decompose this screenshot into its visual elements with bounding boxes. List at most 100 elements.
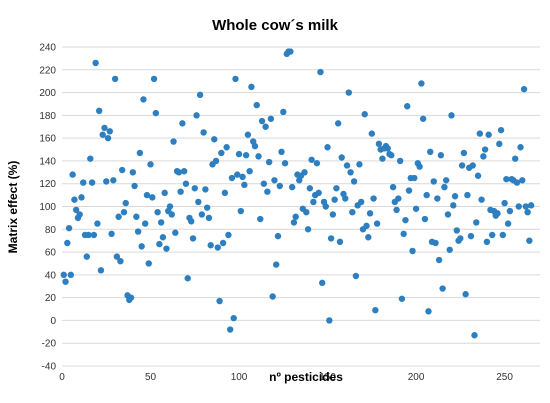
data-point [412,205,420,212]
data-point [276,182,283,190]
data-point [404,103,411,110]
data-point [232,75,239,83]
data-point [409,247,416,255]
data-point [258,117,266,125]
data-point [69,171,76,178]
data-point [310,198,317,206]
data-point [228,174,236,182]
data-point [336,238,344,246]
data-point [80,179,87,186]
data-point [219,239,227,247]
data-point [134,228,142,235]
data-point [398,295,406,302]
data-point [242,152,250,159]
data-point [524,208,531,216]
x-tick-label: 50 [145,372,157,383]
data-point [246,167,253,175]
data-point [304,226,312,233]
data-point [278,148,285,156]
data-point [290,219,298,226]
x-tick-label: 100 [231,372,248,383]
data-point [368,130,376,137]
data-point [441,183,448,191]
data-point [349,208,356,216]
data-point [179,120,186,127]
data-point [333,185,340,192]
data-point [216,297,223,305]
data-point [182,180,190,187]
data-point [223,144,230,151]
data-point [526,237,533,244]
data-point [244,131,252,138]
data-point [189,235,197,242]
data-point [396,157,404,165]
data-point [352,272,360,280]
data-point [257,215,264,223]
data-point [446,246,453,253]
data-point [205,214,213,222]
data-point [418,80,425,87]
data-point [480,153,487,160]
data-point [343,162,351,169]
data-point [494,210,501,217]
data-point [361,111,368,118]
data-point [225,231,232,239]
data-point [324,144,331,151]
data-point [306,185,314,192]
y-tick-label: 0 [50,316,56,327]
data-point [262,123,269,130]
y-tick-label: 60 [45,248,57,259]
data-point [207,242,214,249]
data-point [338,154,345,161]
data-point [464,191,471,199]
data-point [439,285,446,292]
data-point [432,239,439,247]
y-tick-label: 140 [39,156,56,167]
data-point [111,75,119,83]
data-point [170,138,177,145]
data-point [122,199,129,207]
y-tick-label: 220 [39,65,56,76]
data-point [108,230,115,238]
data-point [478,196,485,203]
data-point [274,232,282,240]
data-point [363,222,370,230]
data-point [319,279,326,287]
data-point [504,220,512,227]
data-point [193,112,200,119]
data-point [520,85,528,93]
data-point [499,231,507,239]
data-point [196,91,204,99]
data-point [85,231,92,239]
y-tick-label: 40 [45,270,57,281]
data-points [60,48,535,339]
data-point [356,161,363,168]
data-point [140,96,147,103]
data-point [154,208,161,216]
data-point [425,308,432,315]
data-point [506,207,514,215]
data-point [97,267,105,274]
data-point [489,231,496,239]
data-point [99,131,106,138]
data-point [315,189,322,197]
data-point [203,204,211,211]
data-point [501,199,508,207]
data-point [365,234,372,241]
data-point [308,156,315,163]
data-point [67,271,75,279]
data-point [331,196,338,203]
data-point [221,189,229,197]
data-point [241,181,248,189]
data-point [384,145,391,152]
data-point [347,169,354,176]
x-tick-label: 150 [319,372,336,383]
data-point [379,155,386,162]
data-point [457,235,464,242]
data-point [142,220,149,227]
data-point [515,203,522,210]
data-point [334,120,342,127]
y-tick-label: 120 [39,179,56,190]
data-point [87,155,94,162]
data-point [350,178,358,185]
